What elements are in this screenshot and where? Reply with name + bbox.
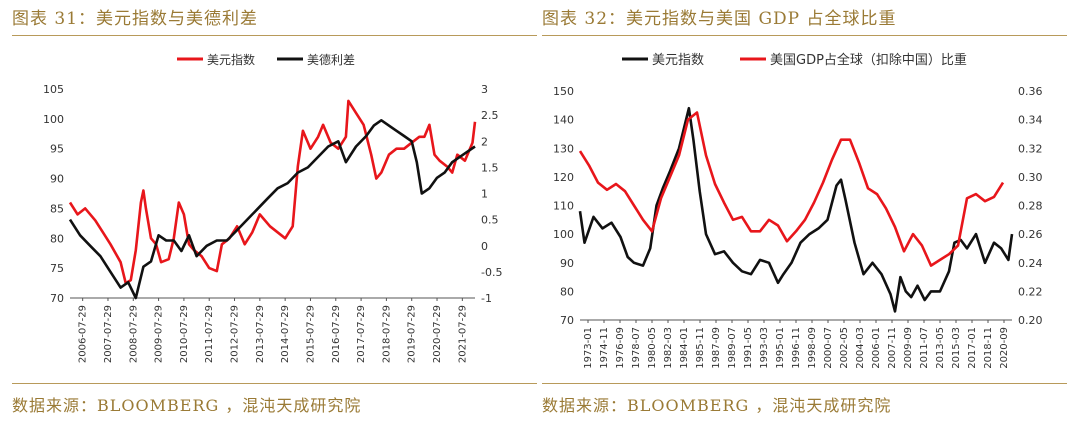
- x-tick-label: 2000-07: [823, 327, 834, 369]
- x-tick-label: 2020-09: [999, 327, 1010, 369]
- source-divider: [542, 383, 1067, 384]
- x-tick-label: 2018-11: [983, 327, 994, 369]
- chart-panel-dxy-spread: 图表 31：美元指数与美德利差 70 75 80 85 90 95 100 105 -1 -0.5…: [12, 0, 542, 429]
- dxy-spread-chart: 70 75 80 85 90 95 100 105 -1 -0.5 0 0.5 1 1.5 2 2.5 3 200…: [43, 52, 502, 363]
- y-left-tick-label: 80: [560, 285, 574, 298]
- x-tick-label: 1976-09: [615, 327, 626, 369]
- x-tick-label: 2014-07-29: [280, 305, 291, 363]
- y-left-tick-label: 105: [43, 83, 64, 96]
- title-divider: [12, 35, 537, 36]
- y-left-tick-label: 95: [50, 143, 64, 156]
- x-tick-label: 1982-03: [663, 327, 674, 369]
- y-right-tick-label: 0.24: [1018, 257, 1043, 270]
- y-left-tick-label: 70: [560, 314, 574, 327]
- y-right-tick-label: 0.28: [1018, 200, 1043, 213]
- y-right-tick-label: 0.32: [1018, 142, 1043, 155]
- x-tick-label: 2008-07-29: [128, 305, 139, 363]
- title-divider: [542, 35, 1067, 36]
- y-right-tick-label: 0.22: [1018, 285, 1043, 298]
- x-tick-label: 1995-01: [775, 327, 786, 369]
- x-tick-label: 2019-07-29: [407, 305, 418, 363]
- y-right-tick-label: 3: [481, 83, 488, 96]
- y-left-tick-label: 110: [553, 200, 574, 213]
- x-tick-label: 1980-05: [647, 327, 658, 369]
- x-tick-label: 2015-03: [951, 327, 962, 369]
- x-tick-label: 1991-05: [743, 327, 754, 369]
- x-tick-label: 2002-05: [839, 327, 850, 369]
- y-left-tick-label: 130: [553, 142, 574, 155]
- x-tick-label: 2012-07-29: [230, 305, 241, 363]
- x-tick-label: 2018-07-29: [381, 305, 392, 363]
- y-left-tick-label: 150: [553, 85, 574, 98]
- y-right-tick-label: 0.30: [1018, 171, 1043, 184]
- x-tick-label: 1987-09: [711, 327, 722, 369]
- x-tick-label: 1974-11: [599, 327, 610, 369]
- x-tick-label: 2007-11: [887, 327, 898, 369]
- y-right-tick-label: 1: [481, 188, 488, 201]
- chart-panel-dxy-gdp-share: 图表 32：美元指数与美国 GDP 占全球比重 70 80 90 100 110 120 1…: [542, 0, 1072, 429]
- y-left-tick-label: 100: [43, 113, 64, 126]
- x-tick-label: 1978-07: [631, 327, 642, 369]
- x-tick-label: 1985-11: [695, 327, 706, 369]
- x-tick-label: 1993-03: [759, 327, 770, 369]
- x-tick-label: 2016-07-29: [331, 305, 342, 363]
- y-left-tick-label: 120: [553, 171, 574, 184]
- x-tick-label: 1998-09: [807, 327, 818, 369]
- x-tick-label: 1973-01: [583, 327, 594, 369]
- y-left-tick-label: 85: [50, 202, 64, 215]
- legend-label-1: 美元指数: [207, 52, 255, 67]
- y-right-tick-label: -0.5: [481, 266, 502, 279]
- x-tick-label: 2010-07-29: [179, 305, 190, 363]
- x-tick-label: 2007-07-29: [103, 305, 114, 363]
- x-tick-label: 2020-07-29: [432, 305, 443, 363]
- series-line-1: [68, 99, 477, 285]
- legend-label-2: 美德利差: [307, 52, 355, 67]
- x-tick-label: 2017-07-29: [356, 305, 367, 363]
- series-line-1: [578, 106, 1014, 313]
- x-tick-label: 2009-09: [903, 327, 914, 369]
- y-left-tick-label: 140: [553, 114, 574, 127]
- x-tick-label: 2021-07-29: [457, 305, 468, 363]
- x-tick-label: 1996-11: [791, 327, 802, 369]
- legend-label-2: 美国GDP占全球（扣除中国）比重: [770, 52, 967, 68]
- x-tick-label: 2004-03: [855, 327, 866, 369]
- y-right-tick-label: 0.5: [481, 214, 499, 227]
- y-right-tick-label: 0: [481, 240, 488, 253]
- x-tick-label: 2009-07-29: [154, 305, 165, 363]
- series-line-2: [68, 119, 476, 300]
- y-left-tick-label: 90: [560, 257, 574, 270]
- x-tick-label: 2017-01: [967, 327, 978, 369]
- chart-source: 数据来源：BLOOMBERG ，混沌天成研究院: [12, 396, 362, 415]
- dxy-gdp-share-chart: 70 80 90 100 110 120 130 140 150 0.20 0.22 0.24 0.26…: [553, 52, 1043, 369]
- y-right-tick-label: 0.36: [1018, 85, 1043, 98]
- chart-source: 数据来源：BLOOMBERG ，混沌天成研究院: [542, 396, 892, 415]
- chart-title: 图表 32：美元指数与美国 GDP 占全球比重: [542, 9, 897, 29]
- y-left-tick-label: 90: [50, 173, 64, 186]
- y-right-tick-label: 0.26: [1018, 228, 1043, 241]
- y-left-tick-label: 70: [50, 292, 64, 305]
- y-right-tick-label: 1.5: [481, 161, 499, 174]
- legend-label-1: 美元指数: [652, 53, 704, 68]
- x-tick-label: 1989-07: [727, 327, 738, 369]
- x-tick-label: 2011-07: [919, 327, 930, 369]
- x-tick-label: 2006-01: [871, 327, 882, 369]
- source-divider: [12, 383, 537, 384]
- y-left-tick-label: 80: [50, 232, 64, 245]
- chart-title: 图表 31：美元指数与美德利差: [12, 9, 259, 29]
- y-right-tick-label: 2: [481, 135, 488, 148]
- y-right-tick-label: 0.34: [1018, 114, 1043, 127]
- x-tick-label: 2015-07-29: [305, 305, 316, 363]
- x-tick-label: 1984-01: [679, 327, 690, 369]
- x-tick-label: 2011-07-29: [204, 305, 215, 363]
- y-right-tick-label: 2.5: [481, 109, 499, 122]
- y-left-tick-label: 75: [50, 262, 64, 275]
- y-right-tick-label: -1: [481, 292, 492, 305]
- series-line-2: [578, 111, 1005, 267]
- x-tick-label: 2006-07-29: [78, 305, 89, 363]
- x-tick-label: 2013-07-29: [255, 305, 266, 363]
- y-left-tick-label: 100: [553, 228, 574, 241]
- x-tick-label: 2013-05: [935, 327, 946, 369]
- y-right-tick-label: 0.20: [1018, 314, 1043, 327]
